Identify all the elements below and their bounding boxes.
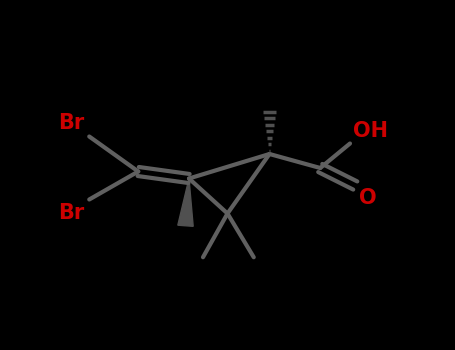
Polygon shape: [178, 178, 193, 226]
Text: OH: OH: [354, 121, 389, 141]
Text: Br: Br: [58, 113, 84, 133]
Text: O: O: [359, 188, 376, 208]
Text: Br: Br: [58, 203, 84, 223]
